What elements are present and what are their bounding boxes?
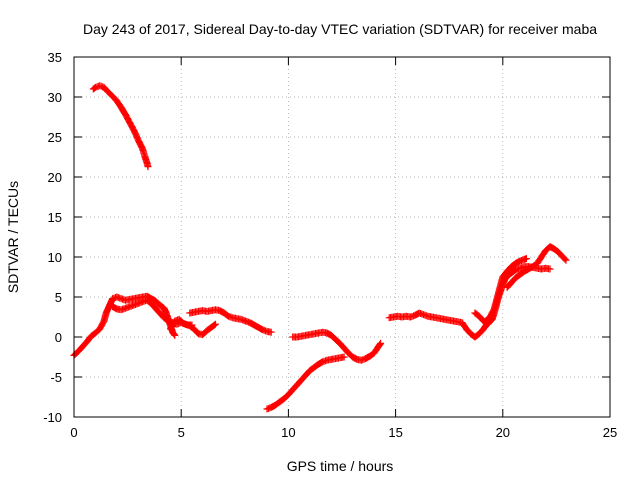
y-tick-label: -5 xyxy=(50,370,62,385)
y-tick-label: 10 xyxy=(48,250,62,265)
data-series-sat-h xyxy=(385,309,496,341)
data-markers xyxy=(70,82,570,413)
tick-labels: 0 5 10 15 20 25 -10 -5 0 5 10 15 20 25 30 35 xyxy=(43,50,617,440)
y-axis-label: SDTVAR / TECUs xyxy=(5,181,21,293)
data-series-sat-e xyxy=(186,306,275,336)
y-tick-label: 25 xyxy=(48,130,62,145)
grid-lines xyxy=(74,57,610,417)
data-series-sat-f xyxy=(263,353,348,413)
data-series-sat-a xyxy=(89,82,152,171)
x-tick-label: 5 xyxy=(178,425,185,440)
data-series-sat-i xyxy=(471,263,554,328)
data-series-sat-b xyxy=(70,292,179,359)
x-axis-label: GPS time / hours xyxy=(287,458,394,474)
y-tick-label: 35 xyxy=(48,50,62,65)
data-series-sat-g xyxy=(289,328,385,364)
y-tick-label: 0 xyxy=(55,330,62,345)
x-tick-label: 25 xyxy=(603,425,617,440)
y-tick-label: -10 xyxy=(43,410,62,425)
y-tick-label: 30 xyxy=(48,90,62,105)
plot-frame xyxy=(73,56,611,418)
x-tick-label: 20 xyxy=(496,425,510,440)
axis-ticks xyxy=(73,56,611,418)
chart-title: Day 243 of 2017, Sidereal Day-to-day VTE… xyxy=(83,21,597,37)
y-tick-label: 20 xyxy=(48,170,62,185)
data-series-sat-k xyxy=(503,243,570,291)
y-tick-label: 15 xyxy=(48,210,62,225)
data-series-sat-j xyxy=(482,255,530,325)
x-tick-label: 0 xyxy=(70,425,77,440)
x-tick-label: 15 xyxy=(388,425,402,440)
data-series-sat-d xyxy=(167,315,196,333)
y-tick-label: 5 xyxy=(55,290,62,305)
x-tick-label: 10 xyxy=(281,425,295,440)
